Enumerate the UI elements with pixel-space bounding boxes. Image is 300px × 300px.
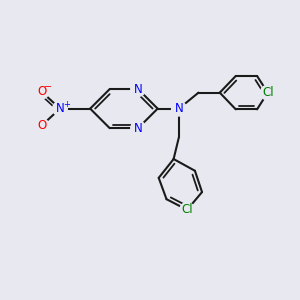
Text: N: N <box>134 122 142 135</box>
Text: N: N <box>134 82 142 96</box>
Circle shape <box>34 84 49 99</box>
Circle shape <box>180 202 194 217</box>
Text: Cl: Cl <box>262 86 274 99</box>
Text: +: + <box>63 100 70 109</box>
Circle shape <box>34 118 49 133</box>
Text: −: − <box>44 82 52 92</box>
Circle shape <box>131 121 146 136</box>
Text: N: N <box>56 102 64 115</box>
Text: Cl: Cl <box>181 203 193 216</box>
Text: O: O <box>37 85 46 98</box>
Text: O: O <box>37 119 46 132</box>
Circle shape <box>131 82 146 97</box>
Circle shape <box>260 85 275 100</box>
Circle shape <box>52 101 67 116</box>
Text: N: N <box>175 102 183 115</box>
Circle shape <box>172 101 186 116</box>
